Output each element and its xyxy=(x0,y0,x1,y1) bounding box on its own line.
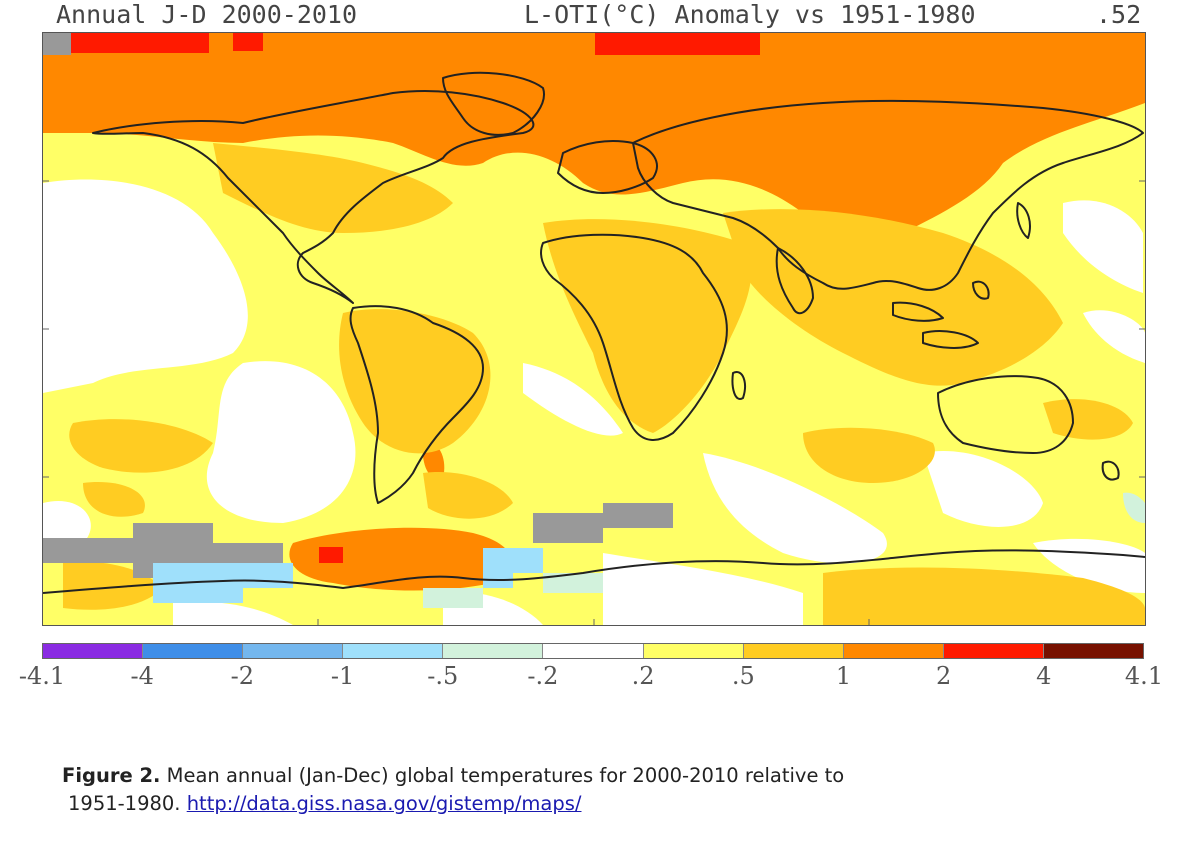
caption-text-line1: Mean annual (Jan-Dec) global temperature… xyxy=(160,764,845,787)
scale-swatch xyxy=(143,644,244,658)
scale-tick-label: .5 xyxy=(731,662,755,690)
map-title-metric: L-OTI(°C) Anomaly vs 1951-1980 xyxy=(524,0,976,29)
scale-swatch xyxy=(1043,644,1144,658)
scale-swatch xyxy=(843,644,944,658)
scale-tick-label: -.5 xyxy=(427,662,459,690)
scale-tick-label: -1 xyxy=(330,662,355,690)
scale-tick-label: -4 xyxy=(130,662,154,690)
scale-tick-label: -.2 xyxy=(527,662,559,690)
scale-swatch xyxy=(743,644,844,658)
pale-green-anomaly-regions xyxy=(423,492,1145,608)
scale-tick-label: 4.1 xyxy=(1124,662,1164,690)
scale-swatch xyxy=(343,644,444,658)
scale-swatch xyxy=(443,644,544,658)
scale-tick-label: -2 xyxy=(230,662,255,690)
scale-swatch xyxy=(243,644,344,658)
white-anomaly-regions xyxy=(43,179,1145,625)
color-scale-legend xyxy=(42,643,1144,659)
anomaly-map-graphic xyxy=(43,33,1145,625)
scale-swatch xyxy=(943,644,1044,658)
source-link[interactable]: http://data.giss.nasa.gov/gistemp/maps/ xyxy=(186,792,582,815)
scale-tick-label: 4 xyxy=(1036,662,1052,690)
global-mean-value: .52 xyxy=(1096,0,1142,29)
figure-label: Figure 2. xyxy=(62,764,161,787)
map-title-period: Annual J-D 2000-2010 xyxy=(56,0,358,29)
scale-tick-label: .2 xyxy=(631,662,655,690)
figure-caption: Figure 2. Mean annual (Jan-Dec) global t… xyxy=(62,762,1062,818)
caption-text-line2: 1951-1980. xyxy=(68,792,187,815)
anomaly-map xyxy=(42,32,1146,626)
scale-swatch xyxy=(543,644,644,658)
scale-swatch xyxy=(643,644,744,658)
scale-swatch xyxy=(43,644,144,658)
scale-tick-label: -4.1 xyxy=(18,662,66,690)
scale-tick-label: 2 xyxy=(935,662,952,690)
scale-tick-label: 1 xyxy=(835,662,852,690)
red-anomaly-regions xyxy=(71,33,760,563)
blue-anomaly-regions xyxy=(153,548,543,603)
map-grid-ticks xyxy=(43,180,1145,625)
continent-outlines xyxy=(43,71,1145,594)
